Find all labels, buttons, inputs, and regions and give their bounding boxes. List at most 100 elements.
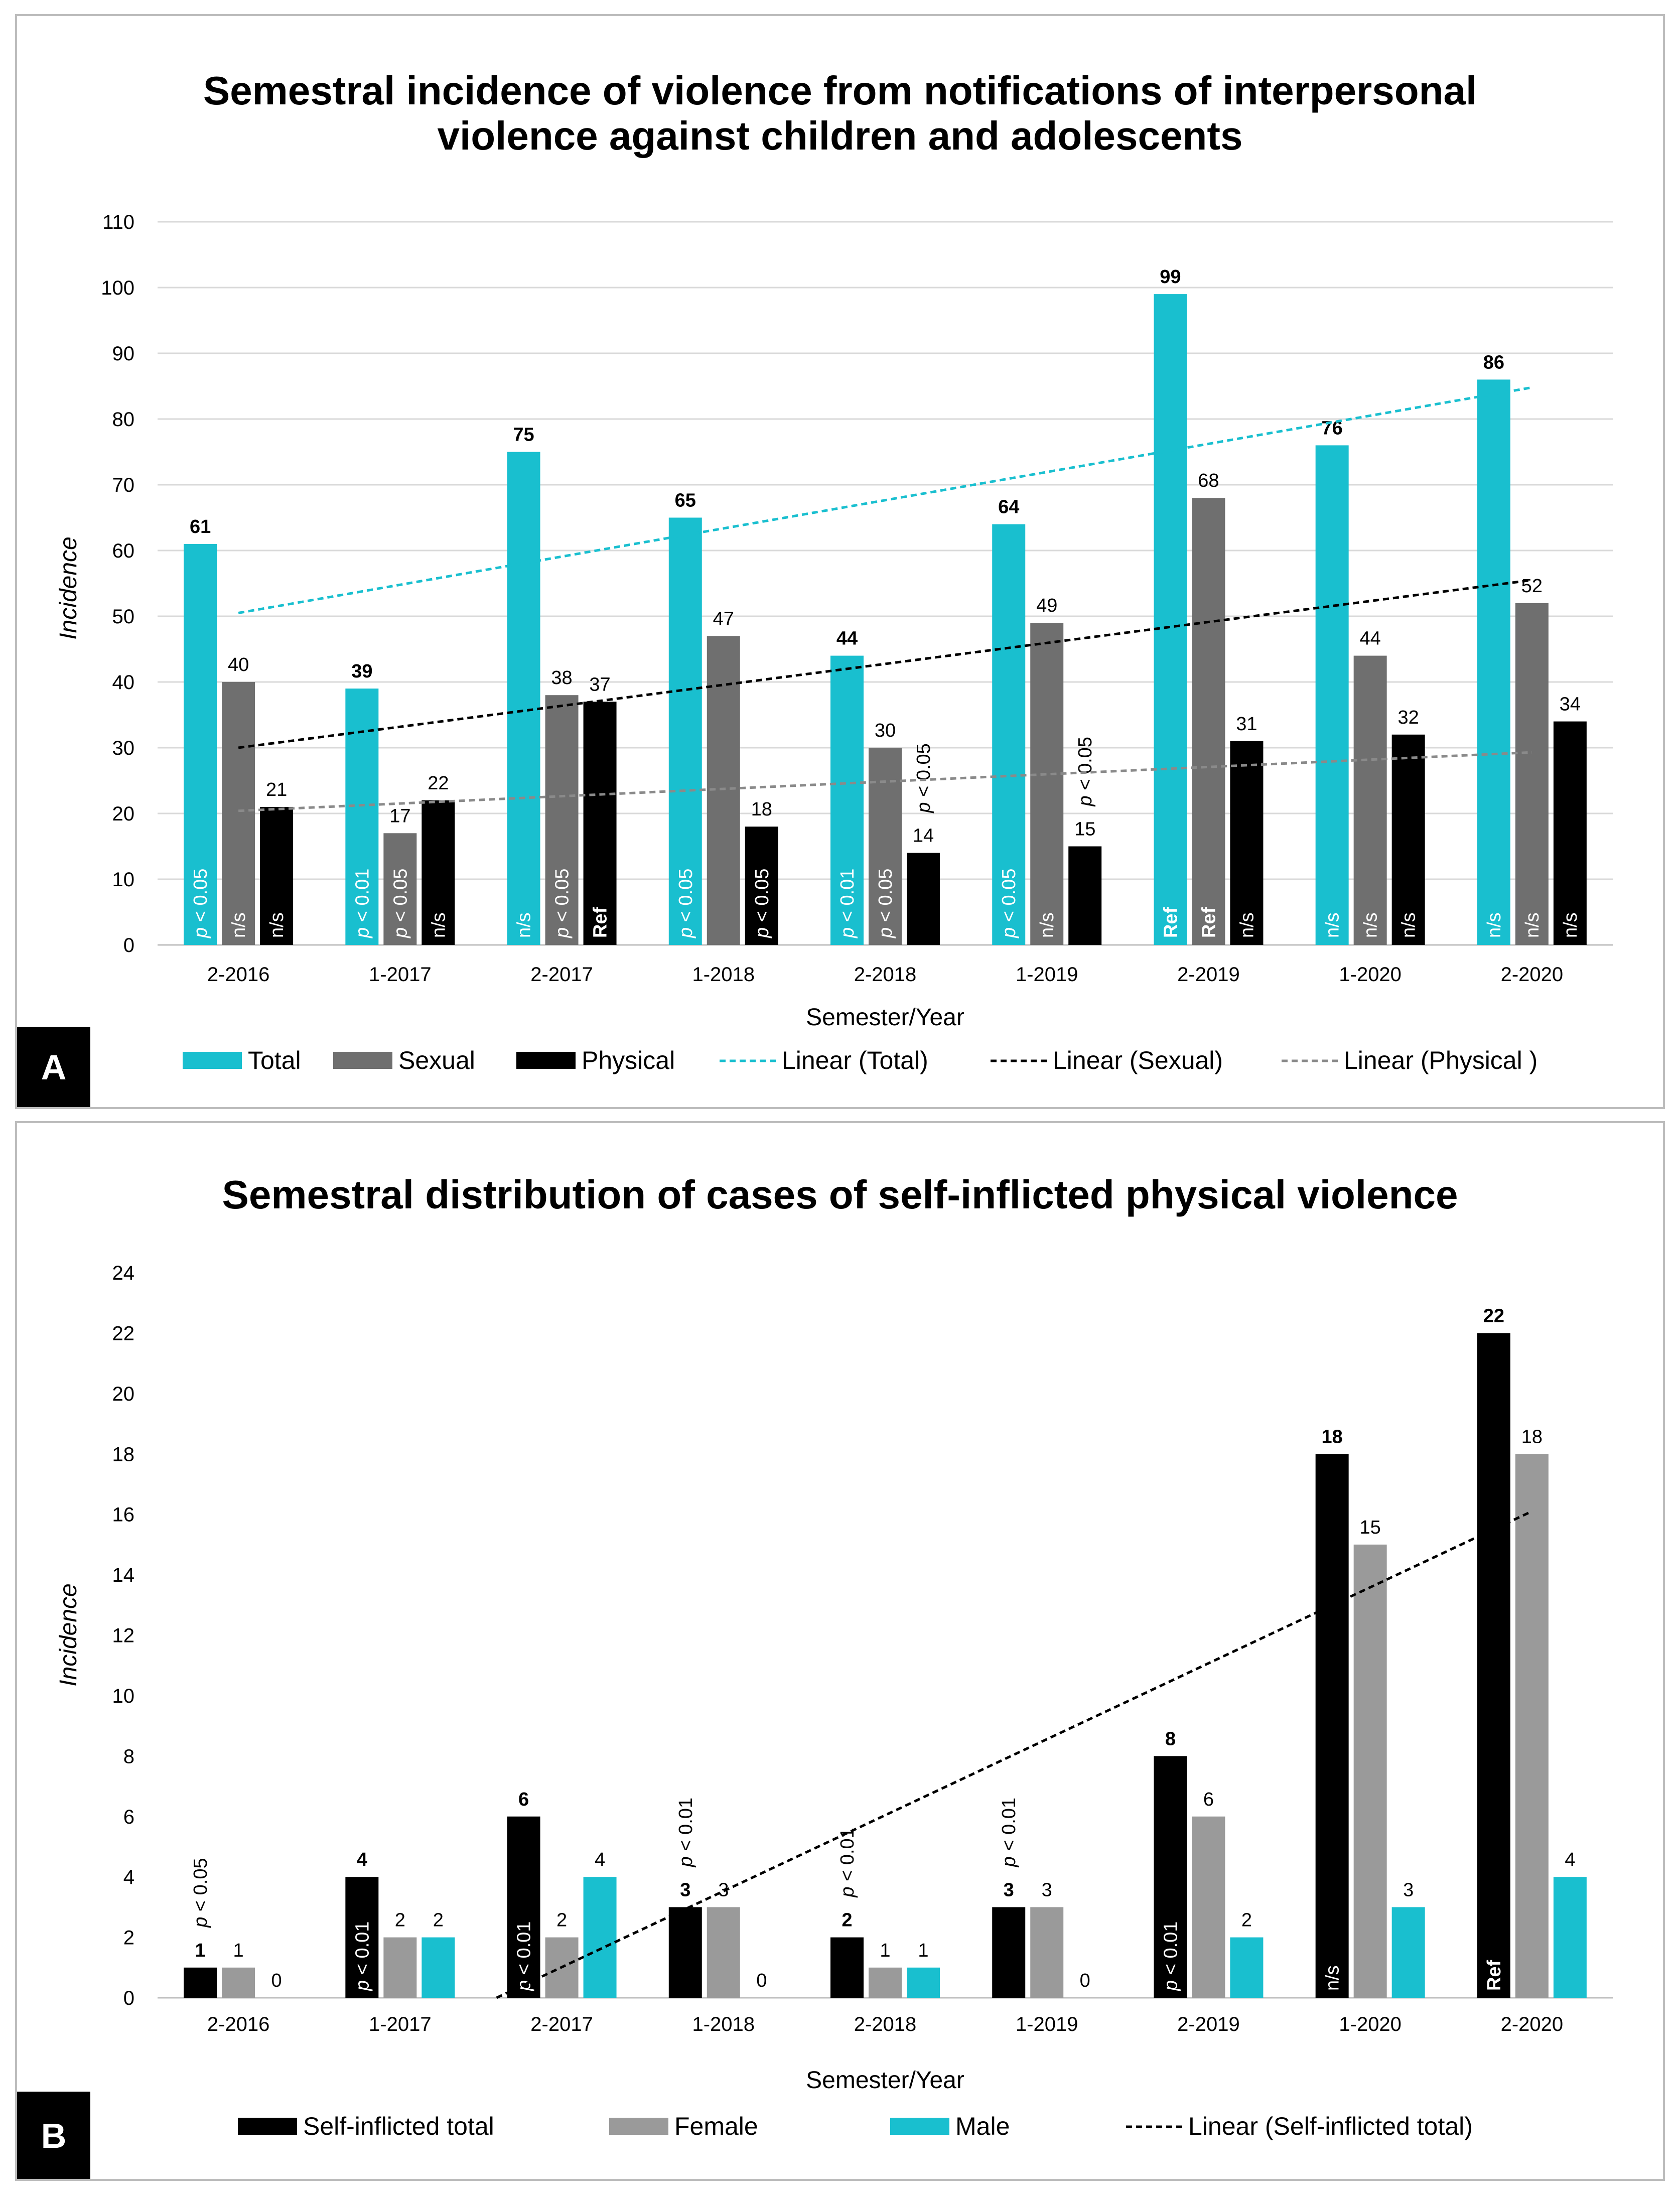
y-tick-label: 40 (112, 671, 135, 694)
panel-label-box (17, 2092, 90, 2179)
x-tick-label: 1-2017 (369, 2013, 432, 2035)
legend-label: Male (955, 2112, 1010, 2140)
data-label: 1 (880, 1940, 890, 1961)
data-label: 6 (1203, 1789, 1214, 1810)
data-label: 2 (395, 1910, 405, 1931)
x-tick-label: 1-2020 (1339, 2013, 1402, 2035)
data-label: 3 (1042, 1879, 1052, 1900)
significance-label: p < 0.05 (190, 869, 211, 938)
bar-self-inflicted-total (992, 1907, 1026, 1998)
significance-label: p < 0.05 (875, 869, 896, 938)
significance-label: p < 0.01 (675, 1798, 696, 1867)
data-label: 44 (836, 628, 858, 649)
x-tick-label: 2-2017 (530, 2013, 593, 2035)
bar-self-inflicted-total (1315, 1454, 1349, 1998)
legend-label: Female (674, 2112, 758, 2140)
significance-label: p < 0.01 (837, 1828, 858, 1897)
x-tick-label: 2-2019 (1177, 2013, 1240, 2035)
significance-label: p < 0.01 (352, 1922, 373, 1991)
bar-sexual (545, 695, 579, 945)
data-label: 68 (1198, 470, 1219, 491)
x-axis-title: Semester/Year (806, 1004, 964, 1031)
y-tick-label: 10 (112, 869, 135, 891)
y-tick-label: 80 (112, 408, 135, 431)
bar-total (830, 655, 864, 945)
data-label: 86 (1483, 352, 1504, 373)
significance-label: p < 0.01 (514, 1922, 535, 1991)
y-tick-label: 30 (112, 737, 135, 759)
significance-label: n/s (1236, 912, 1257, 938)
significance-label: n/s (1398, 912, 1420, 938)
trendline (238, 386, 1532, 614)
x-tick-label: 1-2017 (369, 964, 432, 986)
legend-swatch (609, 2118, 668, 2135)
legend-label: Self-inflicted total (303, 2112, 494, 2140)
data-label: 0 (271, 1970, 282, 1991)
significance-label: Ref (1198, 907, 1219, 938)
y-tick-label: 70 (112, 474, 135, 496)
legend-label: Sexual (398, 1046, 475, 1074)
legend-label: Linear (Physical ) (1344, 1046, 1537, 1074)
data-label: 15 (1074, 819, 1095, 840)
bar-self-inflicted-total (507, 1816, 540, 1998)
x-tick-label: 2-2017 (530, 964, 593, 986)
bar-male (1553, 1877, 1587, 1998)
data-label: 4 (595, 1849, 605, 1870)
data-label: 4 (357, 1849, 367, 1870)
y-tick-label: 20 (112, 1383, 135, 1405)
y-tick-label: 2 (123, 1927, 134, 1949)
bar-physical (1553, 721, 1587, 945)
data-label: 21 (266, 779, 287, 800)
bar-total (184, 543, 217, 945)
bar-male (422, 1937, 455, 1998)
bar-female (222, 1967, 255, 1998)
legend-swatch (183, 1052, 242, 1069)
significance-label: p < 0.01 (352, 869, 373, 938)
chart-panel-b: Semestral distribution of cases of self-… (15, 1121, 1665, 2181)
bar-physical (907, 853, 940, 945)
y-tick-label: 16 (112, 1504, 135, 1526)
x-tick-label: 2-2016 (207, 2013, 270, 2035)
trendline (238, 751, 1532, 812)
x-axis-title: Semester/Year (806, 2067, 964, 2094)
y-tick-label: 6 (123, 1806, 134, 1828)
data-label: 1 (195, 1940, 206, 1961)
significance-label: n/s (514, 912, 535, 938)
data-label: 38 (551, 667, 572, 689)
y-tick-label: 18 (112, 1443, 135, 1465)
significance-label: n/s (1522, 912, 1543, 938)
data-label: 99 (1160, 266, 1181, 288)
bar-female (869, 1967, 902, 1998)
y-tick-label: 20 (112, 803, 135, 825)
data-label: 75 (513, 425, 534, 446)
bar-female (383, 1937, 417, 1998)
data-label: 17 (389, 805, 410, 827)
significance-label: n/s (228, 912, 249, 938)
bar-physical (260, 806, 294, 945)
bar-physical (422, 800, 455, 945)
x-tick-label: 1-2019 (1016, 2013, 1078, 2035)
data-label: 37 (589, 674, 610, 695)
data-label: 40 (228, 654, 249, 675)
significance-label: p < 0.05 (190, 1858, 211, 1928)
x-tick-label: 1-2020 (1339, 964, 1402, 986)
legend-label: Physical (582, 1046, 675, 1074)
significance-label: n/s (1560, 912, 1581, 938)
bar-physical (1391, 734, 1425, 945)
bar-total (668, 517, 702, 945)
data-label: 18 (1322, 1426, 1343, 1447)
significance-label: p < 0.01 (999, 1798, 1020, 1867)
significance-label: n/s (1322, 1965, 1343, 1991)
data-label: 15 (1360, 1517, 1381, 1538)
significance-label: p < 0.05 (1075, 737, 1096, 806)
data-label: 47 (713, 608, 734, 629)
chart-title-line: violence against children and adolescent… (438, 113, 1243, 158)
significance-label: Ref (590, 907, 611, 938)
bar-total (1477, 379, 1510, 945)
bar-female (707, 1907, 740, 1998)
bar-male (907, 1967, 940, 1998)
significance-label: p < 0.01 (837, 869, 858, 938)
data-label: 0 (1080, 1970, 1090, 1991)
x-tick-label: 2-2018 (854, 2013, 917, 2035)
data-label: 64 (998, 497, 1019, 518)
